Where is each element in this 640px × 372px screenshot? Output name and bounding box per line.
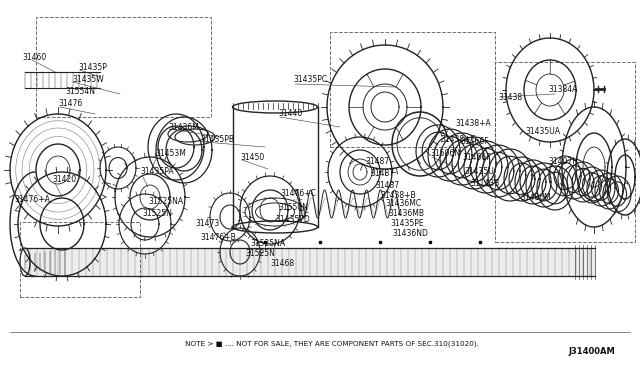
Text: 31435P: 31435P	[78, 62, 107, 71]
Text: 31525NA: 31525NA	[250, 240, 285, 248]
Text: 31525N: 31525N	[142, 209, 172, 218]
Text: 31435PB: 31435PB	[200, 135, 234, 144]
Text: 31525N: 31525N	[245, 250, 275, 259]
Text: 31438: 31438	[498, 93, 522, 102]
Text: 31407H: 31407H	[548, 157, 578, 167]
Text: 31440: 31440	[278, 109, 302, 119]
Text: 31550N: 31550N	[278, 202, 308, 212]
Text: 31466F: 31466F	[460, 138, 488, 147]
Text: 31420: 31420	[52, 176, 76, 185]
Bar	[20, 222, 140, 297]
Text: 31473: 31473	[195, 219, 220, 228]
Text: 31438+A: 31438+A	[455, 119, 491, 128]
Text: 31476+C: 31476+C	[280, 189, 316, 199]
Text: 31436M: 31436M	[168, 122, 199, 131]
Text: 31506N: 31506N	[430, 150, 460, 158]
Text: 31435PA: 31435PA	[140, 167, 173, 176]
Text: 31435W: 31435W	[72, 74, 104, 83]
Text: 31476+A: 31476+A	[14, 196, 50, 205]
Text: 31476+B: 31476+B	[200, 232, 236, 241]
Text: 31436MC: 31436MC	[385, 199, 421, 208]
Text: 31435PE: 31435PE	[390, 219, 424, 228]
Text: 31487: 31487	[370, 170, 394, 179]
Text: 31466F: 31466F	[462, 153, 491, 161]
Text: 31435PC: 31435PC	[293, 76, 327, 84]
Text: 31487: 31487	[375, 180, 399, 189]
Text: 31436ND: 31436ND	[392, 230, 428, 238]
Text: 31436MB: 31436MB	[388, 209, 424, 218]
Text: 31487: 31487	[365, 157, 389, 167]
Text: 31384A: 31384A	[548, 84, 577, 93]
Text: 31438+B: 31438+B	[380, 190, 415, 199]
Text: 31435UA: 31435UA	[525, 128, 560, 137]
Bar	[330, 32, 495, 147]
Text: 31450: 31450	[240, 153, 264, 161]
Text: 31554N: 31554N	[65, 87, 95, 96]
Text: 31143B: 31143B	[470, 180, 499, 189]
Text: 31435PD: 31435PD	[275, 215, 310, 224]
Bar	[36, 17, 211, 117]
Text: 31453M: 31453M	[155, 150, 186, 158]
Text: 31525NA: 31525NA	[148, 198, 183, 206]
Text: 31476: 31476	[58, 99, 83, 109]
Text: 31438+C: 31438+C	[440, 135, 476, 144]
Text: 31486M: 31486M	[520, 192, 551, 202]
Text: J31400AM: J31400AM	[568, 347, 615, 356]
Bar	[495, 62, 635, 242]
Text: 31468: 31468	[270, 260, 294, 269]
Text: NOTE > ■ .... NOT FOR SALE, THEY ARE COMPONENT PARTS OF SEC.310(31020).: NOTE > ■ .... NOT FOR SALE, THEY ARE COM…	[185, 341, 479, 347]
Text: 31435U: 31435U	[464, 167, 493, 176]
Text: 31460: 31460	[22, 52, 46, 61]
